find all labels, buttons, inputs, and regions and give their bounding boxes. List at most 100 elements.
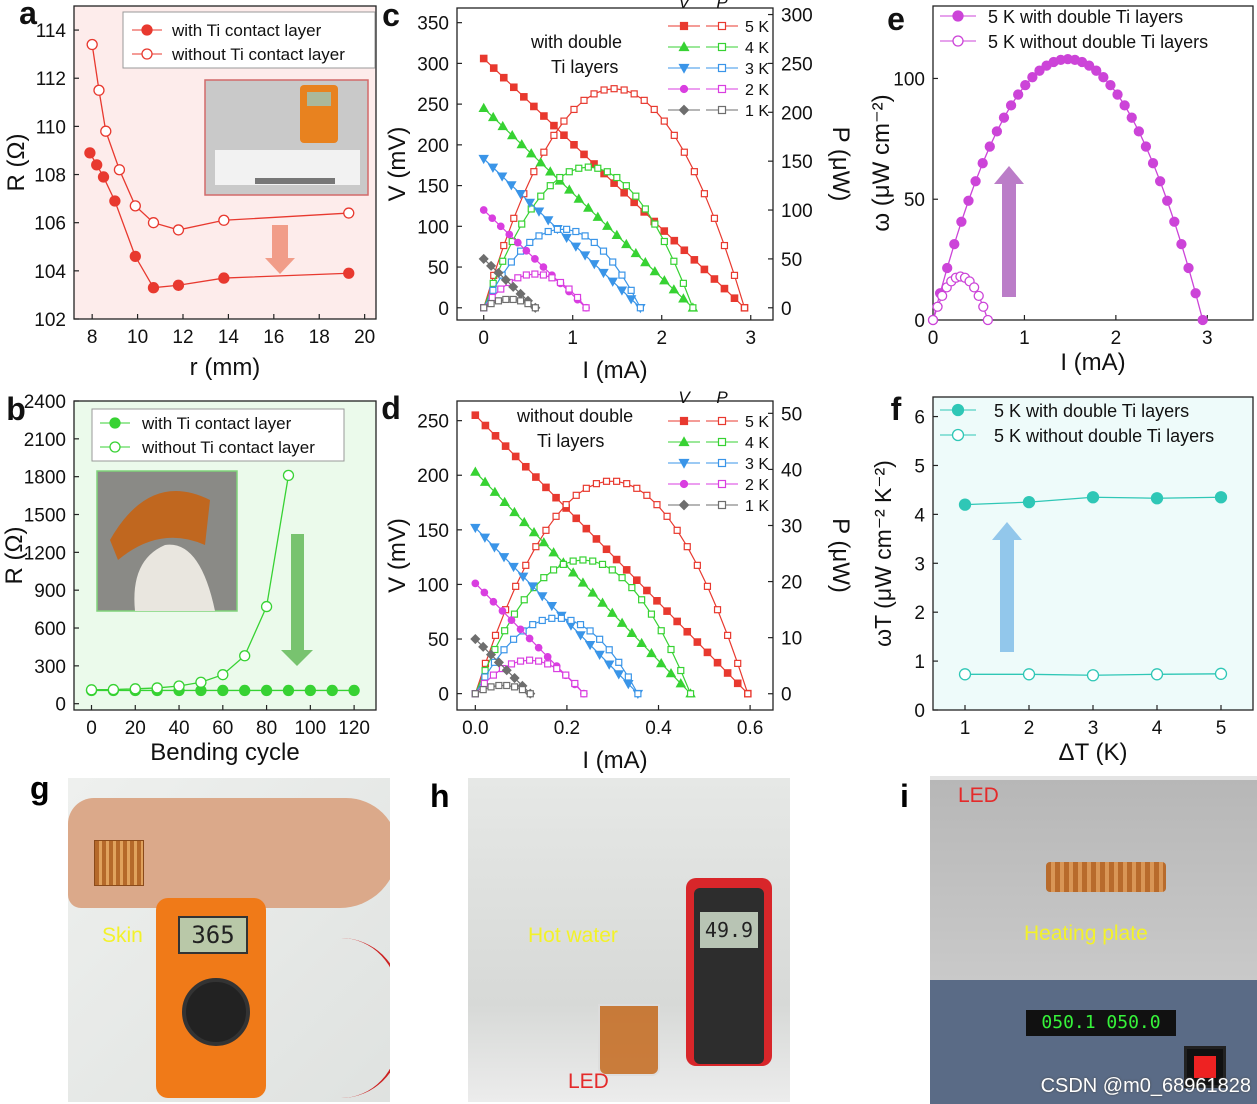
- p-data-point: [679, 279, 687, 287]
- v-data-point: [567, 567, 579, 577]
- legend-marker: [717, 105, 727, 115]
- x-tick-label: 16: [263, 327, 284, 348]
- v-data-point: [479, 476, 491, 486]
- legend-marker: [952, 35, 964, 47]
- legend-marker: [717, 500, 727, 510]
- v-data-point: [589, 260, 600, 270]
- v-data-point: [730, 294, 739, 302]
- chart-e: 0 1 2 3 0 50 100 I (mA) ω (μW cm⁻²) 5 K with doub…: [868, 1, 1254, 376]
- p-data-point: [600, 86, 608, 94]
- p-data-point: [503, 681, 511, 690]
- v-data-point: [660, 227, 669, 235]
- p-data-point: [634, 690, 642, 698]
- data-point: [1086, 669, 1100, 682]
- p-data-point: [489, 286, 497, 294]
- legend-marker: [679, 479, 689, 489]
- y2-tick-label: 20: [781, 573, 802, 594]
- v-data-point: [479, 206, 488, 214]
- x-tick-label: 12: [172, 327, 193, 348]
- device-strips: [1046, 862, 1166, 892]
- v-data-point: [540, 112, 548, 120]
- v-data-point: [655, 657, 667, 668]
- legend-marker: [717, 479, 727, 489]
- y2-axis-title: P (μW): [827, 518, 854, 593]
- p-data-point: [489, 671, 498, 679]
- y-axis-title: ω (μW cm⁻²): [868, 94, 895, 231]
- legend-label: 1 K: [745, 498, 769, 515]
- v-data-point: [579, 251, 591, 261]
- legend-label: 5 K without double Ti layers: [994, 426, 1214, 446]
- v-data-point: [499, 496, 510, 506]
- plot-frame: [73, 5, 377, 320]
- multimeter: 365: [156, 898, 266, 1098]
- y-tick-label: 112: [36, 69, 66, 90]
- p-data-point: [546, 182, 554, 190]
- plot-background: [933, 397, 1253, 710]
- p-data-point: [567, 616, 575, 625]
- plot-frame: [932, 5, 1254, 321]
- legend-label: 1 K: [745, 103, 769, 120]
- v-data-point: [493, 657, 504, 668]
- x-tick-label: 0.4: [645, 718, 672, 739]
- p-data-point: [623, 480, 631, 488]
- p-data-point: [518, 220, 526, 228]
- y-axis-title: V (mV): [384, 127, 411, 202]
- p-data-point: [703, 582, 712, 590]
- data-point: [239, 650, 251, 662]
- v-data-point: [649, 266, 661, 276]
- data-point: [129, 200, 141, 212]
- p-data-point: [683, 543, 691, 551]
- v-data-point: [668, 284, 680, 294]
- y-tick-label: 250: [417, 95, 449, 116]
- y-tick-label: 1800: [24, 468, 66, 489]
- data-point: [172, 279, 185, 291]
- p-data-point: [509, 295, 517, 304]
- v-data-point: [537, 592, 548, 602]
- data-point: [1034, 65, 1045, 76]
- legend-label: 5 K with double Ti layers: [994, 401, 1189, 421]
- heater-base: 050.1 050.0: [930, 980, 1257, 1104]
- heater-display: 050.1 050.0: [1026, 1010, 1176, 1036]
- p-data-point: [579, 556, 587, 564]
- panel-letter-b: b: [6, 391, 26, 427]
- p-data-point: [516, 657, 525, 665]
- legend: 5 K with double Ti layers 5 K without dou…: [940, 7, 1208, 52]
- v-data-point: [470, 466, 481, 476]
- v-data-point: [723, 669, 732, 677]
- p-data-point: [580, 96, 588, 104]
- x-tick-label: 8: [87, 327, 98, 348]
- chart-title: with double: [530, 32, 622, 52]
- v-data-point: [526, 148, 537, 158]
- legend-marker: [952, 10, 964, 22]
- v-data-point: [580, 150, 588, 159]
- v-data-point: [471, 579, 480, 588]
- p-data-point: [500, 646, 508, 654]
- data-point: [1133, 126, 1144, 137]
- data-point: [977, 158, 988, 169]
- v-data-point: [491, 432, 500, 440]
- p-data-point: [512, 582, 520, 590]
- data-point: [1183, 262, 1194, 274]
- p-data-point: [663, 512, 671, 520]
- x-tick-label: 5: [1216, 718, 1227, 739]
- legend-marker: [678, 41, 690, 52]
- v-data-point: [517, 572, 529, 582]
- p-data-point: [556, 173, 564, 182]
- data-point: [1013, 89, 1024, 100]
- y-tick-label: 2100: [24, 430, 66, 451]
- data-point: [1119, 100, 1130, 111]
- p-data-point: [575, 164, 583, 172]
- data-point: [984, 141, 995, 152]
- thermometer: 49.9: [686, 878, 772, 1066]
- data-point: [1084, 60, 1095, 71]
- y-tick-label: 250: [417, 412, 449, 433]
- p-data-point: [590, 238, 598, 247]
- p-data-point: [573, 293, 582, 302]
- y2-tick-label: 100: [781, 201, 813, 222]
- p-data-point: [581, 232, 589, 240]
- data-point: [1098, 72, 1109, 83]
- x-tick-label: 1: [960, 718, 971, 739]
- p-data-point: [510, 214, 518, 222]
- v-data-point: [506, 181, 517, 191]
- v-data-point: [603, 660, 615, 670]
